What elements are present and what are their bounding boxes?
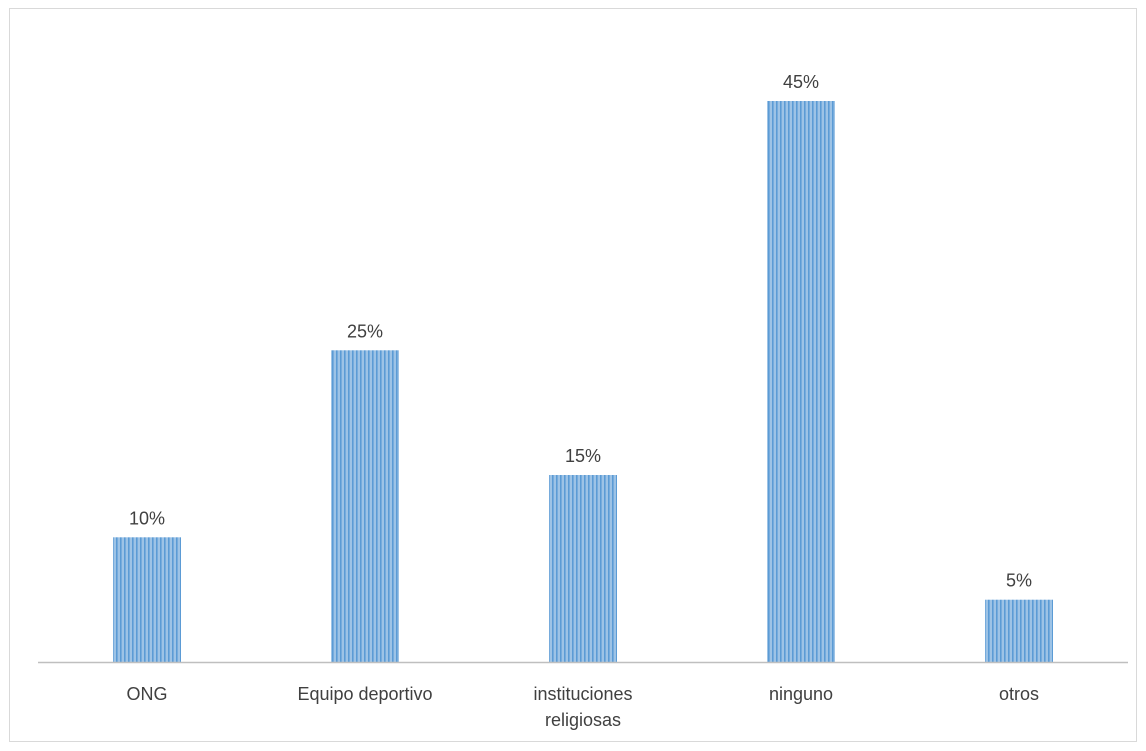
x-tick-label-line: ninguno [769,684,833,704]
data-label-3: 45% [783,72,819,92]
data-label-2: 15% [565,446,601,466]
x-tick-label-4: otros [999,684,1039,704]
data-label-0: 10% [129,508,165,528]
x-tick-label-line: otros [999,684,1039,704]
x-tick-label-2: instituciones religiosas [533,684,632,730]
x-tick-label-line: instituciones [533,684,632,704]
bar-0 [113,537,181,662]
bars-layer [113,101,1053,662]
x-tick-label-line: Equipo deportivo [297,684,432,704]
x-tick-label-0: ONG [126,684,167,704]
data-label-1: 25% [347,321,383,341]
x-tick-label-1: Equipo deportivo [297,684,432,704]
bar-2 [549,475,617,662]
data-label-4: 5% [1006,571,1032,591]
x-tick-label-line: ONG [126,684,167,704]
x-tick-labels-layer: ONG Equipo deportivo instituciones religios… [126,684,1039,730]
bar-3 [767,101,835,662]
x-tick-label-line: religiosas [545,710,621,730]
bar-4 [985,599,1053,662]
data-labels-layer: 10% 25% 15% 45% 5% [129,72,1032,591]
x-tick-label-3: ninguno [769,684,833,704]
bar-1 [331,350,399,662]
